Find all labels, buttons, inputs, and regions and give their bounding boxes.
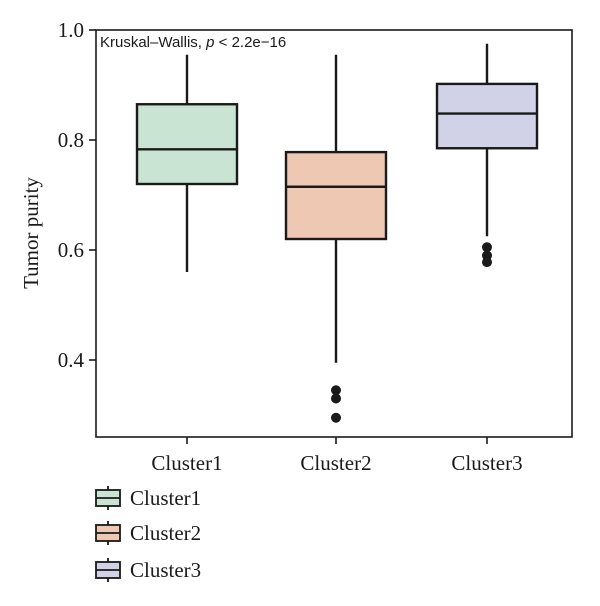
box-cluster2: [284, 54, 388, 423]
box-body: [435, 82, 539, 150]
legend-item-cluster1: Cluster1: [95, 486, 201, 510]
outlier-point-1: [331, 393, 341, 404]
y-tick-label-1: 0.6: [58, 238, 84, 262]
outlier-point-2: [482, 257, 492, 268]
box-body: [284, 150, 388, 241]
stat-annotation-prefix: Kruskal–Wallis,: [100, 34, 206, 51]
y-axis: 0.4 0.6 0.8 1.0: [58, 18, 96, 372]
legend-label: Cluster3: [130, 558, 201, 582]
stat-annotation-suffix: < 2.2e−16: [214, 34, 286, 51]
outlier-point-0: [331, 385, 341, 396]
y-tick-label-2: 0.8: [58, 128, 84, 152]
x-tick-label-1: Cluster2: [300, 451, 371, 475]
legend-item-cluster3: Cluster3: [95, 558, 201, 582]
boxes: [135, 43, 539, 423]
box-cluster3: [435, 43, 539, 268]
legend: Cluster1 Cluster2 Cluster3: [95, 486, 201, 582]
legend-label: Cluster1: [130, 486, 201, 510]
y-tick-label-0: 0.4: [58, 348, 85, 372]
y-axis-title: Tumor purity: [19, 177, 43, 289]
stat-annotation-p: p: [205, 34, 214, 51]
legend-label: Cluster2: [130, 521, 201, 545]
x-tick-label-0: Cluster1: [151, 451, 222, 475]
box-body: [135, 103, 239, 186]
y-tick-label-3: 1.0: [58, 18, 84, 42]
x-axis: Cluster1 Cluster2 Cluster3: [151, 437, 523, 475]
legend-item-cluster2: Cluster2: [95, 521, 201, 545]
outlier-point-2: [331, 412, 341, 423]
stat-annotation: Kruskal–Wallis, p < 2.2e−16: [100, 34, 286, 51]
x-tick-label-2: Cluster3: [451, 451, 522, 475]
box-cluster1: [135, 54, 239, 272]
plot-panel: [95, 29, 573, 438]
outlier-point-0: [482, 242, 492, 253]
